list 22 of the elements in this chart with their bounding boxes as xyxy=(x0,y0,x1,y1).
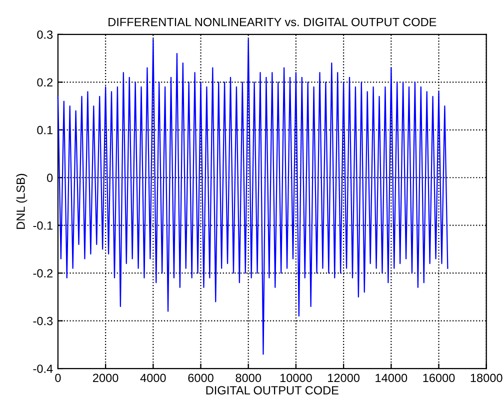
line-series xyxy=(57,38,448,355)
y-tick-label: 0 xyxy=(46,174,53,182)
x-tick-label: 10000 xyxy=(280,374,312,382)
y-tick-label: 0.1 xyxy=(37,126,53,134)
y-tick-label: 0.2 xyxy=(37,78,53,87)
y-tick-label: -0.4 xyxy=(33,364,53,373)
chart-title: DIFFERENTIAL NONLINEARITY vs. DIGITAL OUTPUT CODE xyxy=(108,18,436,26)
y-tick-label: -0.2 xyxy=(33,269,53,278)
y-tick-label: -0.1 xyxy=(33,221,53,230)
x-tick-label: 16000 xyxy=(423,374,455,382)
x-tick-label: 14000 xyxy=(376,374,408,382)
y-tick-label: 0.3 xyxy=(37,30,53,39)
x-tick-label: 6000 xyxy=(188,374,214,382)
y-tick-label: -0.3 xyxy=(33,316,53,326)
x-tick-label: 12000 xyxy=(328,374,360,382)
x-axis-title: DIGITAL OUTPUT CODE xyxy=(206,386,338,394)
x-tick-label: 8000 xyxy=(236,374,262,382)
x-tick-label: 4000 xyxy=(140,374,166,382)
x-tick-label: 2000 xyxy=(93,374,118,382)
y-axis-title: DNL (LSB) xyxy=(16,174,28,229)
x-tick-label: 18000 xyxy=(470,374,502,382)
x-tick-label: 0 xyxy=(55,374,61,382)
